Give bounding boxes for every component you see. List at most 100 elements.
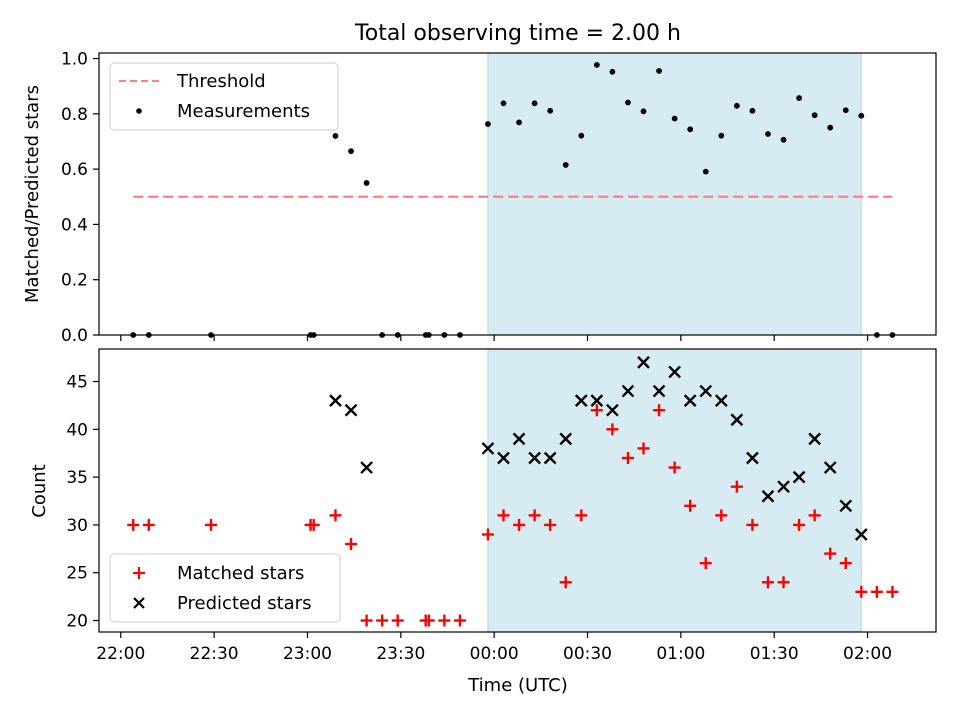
predicted-star-point — [543, 451, 557, 465]
measurement-point — [718, 132, 725, 139]
predicted-star-point — [777, 480, 790, 494]
x-tick-label: 23:30 — [376, 644, 425, 664]
matched-star-point — [746, 518, 759, 531]
measurement-point — [827, 124, 834, 131]
x-tick-label: 23:00 — [283, 644, 332, 664]
matched-star-point — [481, 528, 494, 541]
matched-star-point — [127, 518, 140, 531]
x-tick-label: 22:30 — [190, 644, 239, 664]
predicted-star-point — [574, 394, 588, 407]
matched-star-point — [438, 614, 451, 627]
matched-star-point — [621, 451, 634, 464]
matched-star-point — [453, 614, 466, 627]
predicted-star-point — [344, 403, 358, 417]
measurement-point — [780, 136, 787, 143]
matched-star-point — [730, 480, 743, 493]
matched-legend-label: Matched stars — [177, 563, 304, 584]
predicted-legend-label: Predicted stars — [177, 593, 311, 614]
predicted-star-point — [329, 394, 342, 407]
matched-star-point — [376, 614, 389, 627]
x-tick-label: 02:00 — [843, 644, 892, 664]
y-tick-label: 0.0 — [61, 326, 88, 346]
y-tick-label: 0.8 — [61, 105, 88, 125]
observing-window-span — [487, 348, 862, 633]
measurement-point — [332, 133, 339, 139]
count-axes-frame — [98, 348, 937, 633]
predicted-star-point — [808, 432, 821, 446]
measurement-point — [858, 112, 865, 119]
predicted-star-point — [528, 451, 541, 465]
matched-star-point — [761, 576, 774, 589]
measurement-point — [348, 148, 354, 155]
measurement-point — [625, 99, 631, 106]
matched-star-point — [205, 518, 218, 531]
matched-star-point — [808, 509, 821, 522]
predicted-star-point — [621, 384, 635, 398]
measurement-point — [531, 100, 538, 107]
threshold-legend-label: Threshold — [176, 71, 266, 92]
matched-star-point — [668, 461, 681, 474]
predicted-star-point — [792, 470, 806, 484]
y-tick-label: 20 — [66, 612, 88, 632]
legend-frame — [109, 62, 339, 131]
matched-star-point — [544, 518, 557, 531]
measurements-legend-label: Measurements — [177, 101, 310, 122]
x-tick-label: 01:00 — [656, 644, 705, 664]
y-tick-label: 45 — [66, 373, 88, 393]
observing-window — [487, 52, 862, 336]
measurements-legend-marker — [136, 108, 142, 114]
predicted-star-point — [590, 394, 604, 407]
observing-window-span — [487, 52, 862, 336]
measurement-point — [687, 126, 694, 133]
count-series — [127, 356, 899, 627]
matched-star-point — [391, 614, 404, 627]
matched-star-point — [606, 423, 619, 436]
predicted-star-point — [497, 451, 510, 465]
count-y-axis-label: Count — [29, 464, 50, 517]
predicted-star-point — [714, 394, 728, 407]
matched-star-point — [699, 557, 712, 570]
matched-star-point — [329, 509, 342, 522]
matched-star-point — [360, 614, 373, 627]
matched-star-point — [886, 585, 899, 598]
measurement-point — [578, 132, 585, 139]
legend-frame — [109, 553, 341, 623]
matched-star-point — [513, 518, 526, 531]
y-tick-label: 0.2 — [61, 271, 88, 291]
ratio-y-axis-label: Matched/Predicted stars — [22, 85, 43, 303]
measurement-point — [842, 107, 849, 114]
measurement-point — [547, 107, 554, 114]
ratio-axes-ticks: 0.0 0.2 0.4 0.6 0.8 1.0 — [61, 50, 869, 346]
x-axis-label: Time (UTC) — [467, 675, 568, 696]
measurement-point — [593, 61, 600, 68]
matched-star-point — [559, 576, 572, 589]
count-axes-ticks: 22:00 22:30 23:00 23:30 00:00 00:30 01:00 01:30… — [66, 373, 892, 664]
measurement-point — [749, 107, 756, 114]
measurement-point — [516, 119, 522, 126]
predicted-star-point — [730, 413, 744, 427]
matched-star-point — [307, 518, 320, 531]
matched-star-point — [528, 509, 541, 522]
matched-star-point — [653, 404, 666, 417]
predicted-star-point — [559, 432, 573, 446]
ratio-panel: 0.0 0.2 0.4 0.6 0.8 1.0 Matched/Predicted sta… — [22, 50, 937, 346]
measurement-point — [363, 180, 370, 186]
predicted-star-point — [823, 461, 837, 474]
x-tick-label: 22:00 — [96, 644, 145, 664]
matched-star-point — [590, 404, 603, 417]
predicted-star-point — [637, 356, 650, 369]
x-tick-label: 01:30 — [750, 644, 799, 664]
matched-star-point — [637, 442, 650, 455]
measurement-point — [562, 162, 569, 168]
measurement-point — [733, 102, 740, 109]
x-tick-label: 00:30 — [563, 644, 612, 664]
measurement-point — [796, 95, 802, 101]
predicted-legend-marker — [133, 597, 145, 609]
ratio-axes-frame — [98, 52, 937, 336]
matched-star-point — [824, 547, 837, 560]
measurement-point — [656, 68, 662, 74]
y-tick-label: 40 — [66, 420, 88, 440]
measurement-point — [640, 108, 647, 115]
y-tick-label: 0.4 — [61, 215, 88, 235]
predicted-star-point — [761, 489, 775, 503]
